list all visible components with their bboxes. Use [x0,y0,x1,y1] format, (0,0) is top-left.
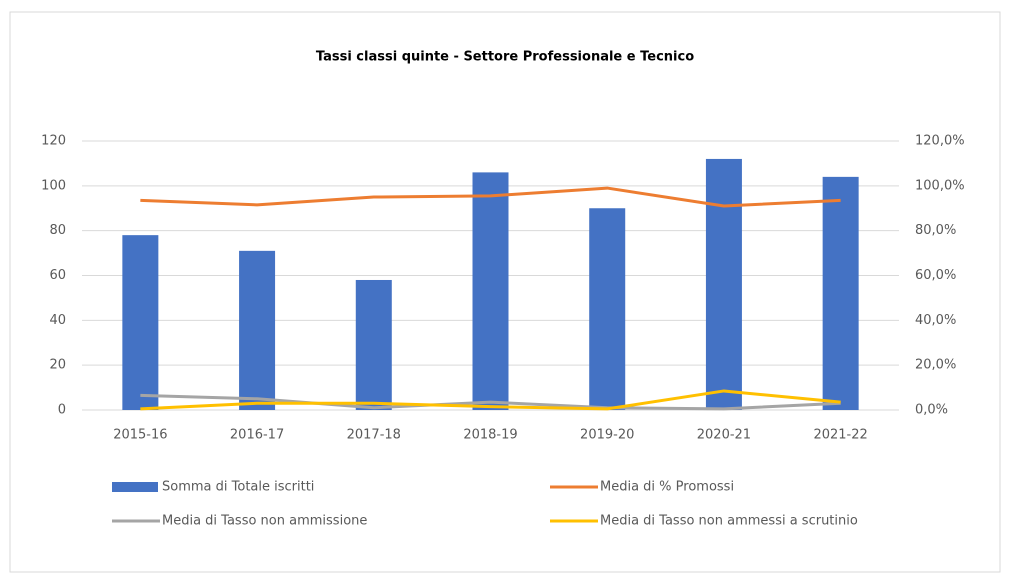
chart-title: Tassi classi quinte - Settore Profession… [316,50,694,65]
x-tick-label: 2015-16 [113,428,167,443]
x-tick-label: 2021-22 [813,428,867,443]
bar [705,158,742,410]
x-tick-label: 2020-21 [697,428,751,443]
line [140,186,841,208]
y-tick-label: 80 [49,223,66,238]
y2-tick-label: 120,0% [915,134,965,149]
y-tick-label: 0 [58,403,66,418]
bar [122,235,159,410]
y2-tick-label: 100,0% [915,178,965,193]
x-tick-label: 2017-18 [347,428,401,443]
bar [239,250,276,410]
legend-label: Media di Tasso non ammissione [162,514,367,529]
bar [355,279,392,410]
legend-swatch [112,482,158,492]
y2-tick-label: 60,0% [915,268,956,283]
line [140,389,841,411]
y2-tick-label: 20,0% [915,358,956,373]
y-tick-label: 40 [49,313,66,328]
y2-tick-label: 80,0% [915,223,956,238]
bar [822,176,859,410]
x-tick-label: 2016-17 [230,428,284,443]
bar [472,172,509,410]
x-tick-label: 2019-20 [580,428,634,443]
line [140,393,841,411]
y-tick-label: 120 [41,134,66,149]
x-tick-label: 2018-19 [463,428,517,443]
legend-label: Media di Tasso non ammessi a scrutinio [600,514,858,529]
legend-label: Somma di Totale iscritti [162,480,314,495]
y-tick-label: 20 [49,358,66,373]
legend-label: Media di % Promossi [600,480,734,495]
y2-tick-label: 40,0% [915,313,956,328]
y-tick-label: 60 [49,268,66,283]
y2-tick-label: 0,0% [915,403,948,418]
bar [589,208,626,410]
y-tick-label: 100 [41,178,66,193]
